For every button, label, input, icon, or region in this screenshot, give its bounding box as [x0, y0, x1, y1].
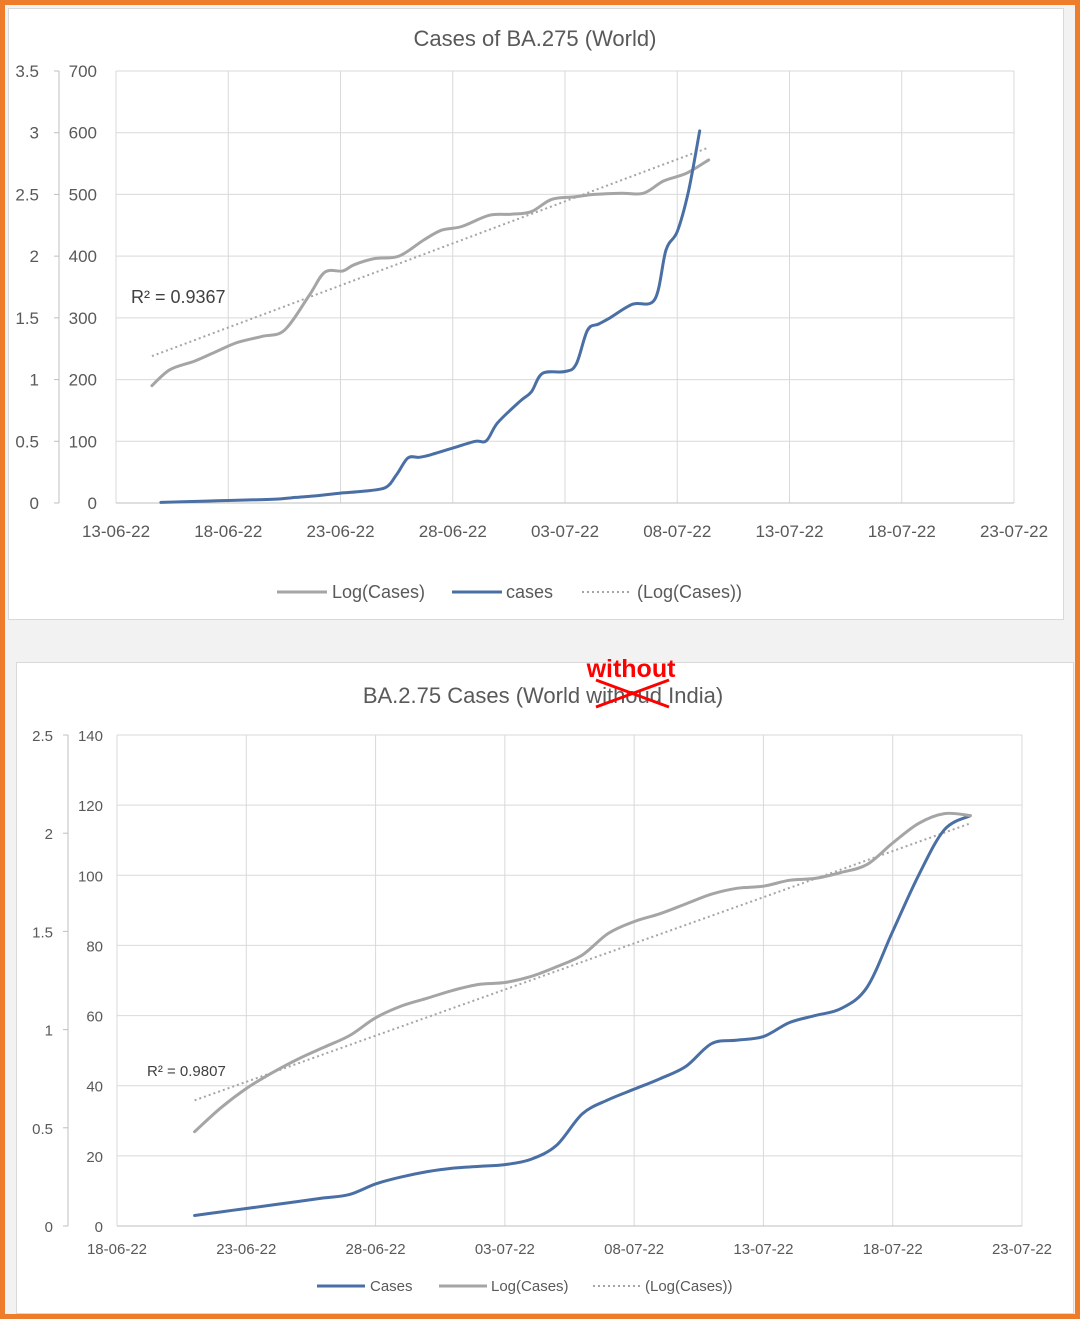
y-tick-label-log: 2 — [30, 247, 39, 266]
y-tick-label-cases: 700 — [69, 62, 97, 81]
legend-item-cases: cases — [506, 582, 553, 602]
x-tick-label: 18-07-22 — [863, 1241, 923, 1258]
x-tick-label: 13-06-22 — [82, 522, 150, 541]
strike-line — [595, 678, 670, 709]
y-tick-label-cases: 120 — [78, 798, 103, 815]
x-tick-label: 18-07-22 — [868, 522, 936, 541]
legend-item-cases: Cases — [370, 1278, 413, 1295]
x-tick-label: 03-07-22 — [531, 522, 599, 541]
chart-panel-world: Cases of BA.275 (World) 0 100 200 300 400 500… — [8, 8, 1064, 620]
y-tick-label-cases: 100 — [78, 868, 103, 885]
y-tick-label-cases: 20 — [86, 1149, 103, 1166]
y-tick-label-cases: 400 — [69, 247, 97, 266]
y-tick-label-cases: 0 — [88, 494, 97, 513]
legend-item-log-cases: Log(Cases) — [332, 582, 425, 602]
legend: Cases Log(Cases) (Log(Cases)) — [317, 1278, 733, 1295]
y-tick-label-cases: 0 — [95, 1219, 103, 1236]
x-tick-label: 23-06-22 — [306, 522, 374, 541]
y-tick-label-cases: 300 — [69, 309, 97, 328]
y-tick-label-cases: 40 — [86, 1079, 103, 1096]
legend: Log(Cases) cases (Log(Cases)) — [277, 582, 742, 602]
legend-item-log-cases: Log(Cases) — [491, 1278, 569, 1295]
y-tick-label-cases: 500 — [69, 185, 97, 204]
series-line-cases — [159, 129, 702, 504]
y-tick-label-cases: 140 — [78, 728, 103, 745]
chart-title: Cases of BA.275 (World) — [414, 26, 657, 51]
series-line-cases — [193, 814, 972, 1217]
y-tick-label-log: 3.5 — [15, 62, 39, 81]
y-tick-label-cases: 600 — [69, 124, 97, 143]
legend-item-trendline: (Log(Cases)) — [637, 582, 742, 602]
y-tick-label-log: 0.5 — [32, 1121, 53, 1138]
r-squared-label: R² = 0.9367 — [131, 287, 226, 307]
x-tick-label: 18-06-22 — [194, 522, 262, 541]
y-tick-label-log: 1 — [30, 371, 39, 390]
y-tick-label-log: 1 — [45, 1023, 53, 1040]
x-tick-label: 08-07-22 — [643, 522, 711, 541]
x-tick-label: 08-07-22 — [604, 1241, 664, 1258]
x-tick-label: 13-07-22 — [755, 522, 823, 541]
y-tick-label-log: 0 — [45, 1219, 53, 1236]
y-tick-label-log: 3 — [30, 124, 39, 143]
correction-annotation: without — [586, 655, 677, 683]
x-tick-label: 18-06-22 — [87, 1241, 147, 1258]
chart-world-svg: Cases of BA.275 (World) 0 100 200 300 400 500… — [15, 26, 1048, 602]
y-tick-label-cases: 200 — [69, 371, 97, 390]
y-tick-label-cases: 100 — [69, 432, 97, 451]
x-tick-label: 23-07-22 — [980, 522, 1048, 541]
x-tick-label: 28-06-22 — [419, 522, 487, 541]
y-tick-label-log: 2.5 — [32, 728, 53, 745]
chart-world-without-india-svg: BA.2.75 Cases (World withoud India) with… — [32, 655, 1052, 1295]
x-tick-label: 23-06-22 — [216, 1241, 276, 1258]
y-tick-label-log: 2 — [45, 826, 53, 843]
y-tick-label-log: 2.5 — [15, 185, 39, 204]
y-tick-label-log: 1.5 — [32, 924, 53, 941]
series-line-log-cases — [150, 158, 711, 388]
y-tick-label-log: 1.5 — [15, 309, 39, 328]
series-line-log-cases — [193, 811, 972, 1134]
series-line-trendline — [151, 146, 710, 358]
x-tick-label: 28-06-22 — [346, 1241, 406, 1258]
chart-panel-world-without-india: BA.2.75 Cases (World withoud India) with… — [16, 655, 1074, 1314]
legend-item-trendline: (Log(Cases)) — [645, 1278, 733, 1295]
y-tick-label-cases: 60 — [86, 1009, 103, 1026]
y-tick-label-log: 0.5 — [15, 432, 39, 451]
x-tick-label: 03-07-22 — [475, 1241, 535, 1258]
y-tick-label-cases: 80 — [86, 938, 103, 955]
x-tick-label: 23-07-22 — [992, 1241, 1052, 1258]
r-squared-label: R² = 0.9807 — [147, 1063, 226, 1080]
chart-title: BA.2.75 Cases (World withoud India) — [363, 683, 723, 708]
y-tick-label-log: 0 — [30, 494, 39, 513]
x-tick-label: 13-07-22 — [733, 1241, 793, 1258]
series-line-trendline — [194, 822, 971, 1102]
